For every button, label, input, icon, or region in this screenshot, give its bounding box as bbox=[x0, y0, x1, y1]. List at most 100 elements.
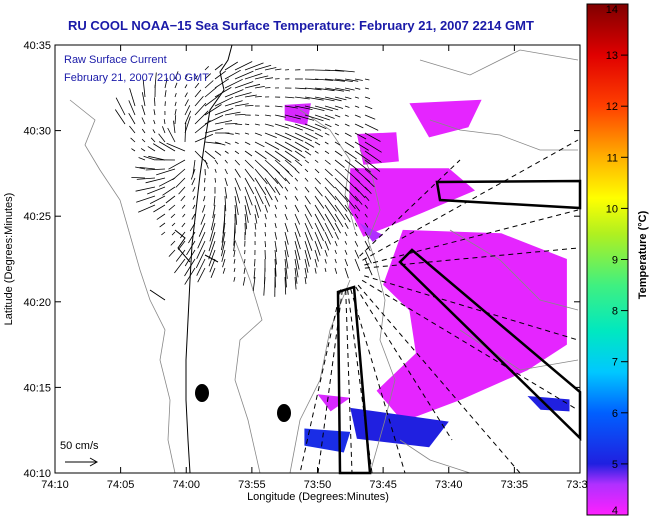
current-vector bbox=[224, 132, 234, 135]
current-vector bbox=[214, 96, 234, 107]
current-vector bbox=[324, 168, 333, 177]
current-vector bbox=[364, 204, 369, 209]
current-vector bbox=[334, 132, 339, 136]
current-vector bbox=[244, 83, 261, 89]
current-vector bbox=[166, 142, 186, 152]
current-vector bbox=[210, 267, 216, 278]
current-vector bbox=[192, 186, 196, 192]
current-vector bbox=[284, 96, 295, 99]
current-vector bbox=[204, 128, 224, 134]
current-vector bbox=[141, 128, 146, 134]
plot-area bbox=[54, 44, 582, 475]
current-vector bbox=[254, 141, 265, 148]
current-vector bbox=[214, 141, 226, 146]
current-vector bbox=[304, 123, 322, 131]
current-vector bbox=[242, 276, 246, 286]
current-vector bbox=[314, 114, 330, 121]
current-vector bbox=[184, 74, 188, 80]
current-vector bbox=[208, 231, 216, 252]
current-vector bbox=[324, 213, 336, 231]
current-vector bbox=[324, 195, 337, 212]
current-vector bbox=[233, 276, 236, 282]
current-vector bbox=[244, 195, 251, 216]
current-vector bbox=[192, 195, 196, 200]
current-vector bbox=[294, 222, 301, 238]
current-vector bbox=[364, 132, 381, 142]
current-vector bbox=[184, 258, 196, 277]
colorbar: 4 5 6 7 8 9 10 11 12 13 14 Temperature (°C) bbox=[586, 3, 649, 517]
current-vector bbox=[152, 129, 156, 134]
current-vector bbox=[194, 82, 200, 89]
current-vector bbox=[324, 114, 335, 119]
current-vector bbox=[294, 240, 301, 261]
current-vector bbox=[194, 110, 209, 125]
coastline-path bbox=[185, 44, 233, 474]
colorbar-tick-label: 5 bbox=[612, 459, 618, 471]
current-vector bbox=[364, 150, 382, 163]
x-tick-label: 73:45 bbox=[369, 479, 397, 491]
current-vector bbox=[284, 186, 289, 192]
radar-ray bbox=[364, 275, 579, 341]
current-vector bbox=[274, 123, 289, 129]
current-vector bbox=[334, 69, 355, 73]
y-tick-label: 40:15 bbox=[23, 382, 51, 394]
current-vector bbox=[284, 276, 287, 295]
current-vector bbox=[158, 177, 176, 187]
current-vector bbox=[334, 168, 347, 180]
current-vector bbox=[244, 132, 250, 135]
current-vector bbox=[364, 168, 378, 180]
current-vector bbox=[192, 204, 196, 210]
current-vector bbox=[344, 204, 354, 216]
current-vector bbox=[136, 195, 156, 203]
sst-patch bbox=[284, 103, 311, 126]
depth-contour bbox=[299, 109, 356, 231]
current-vector bbox=[344, 123, 350, 127]
colorbar-label: Temperature (°C) bbox=[637, 210, 649, 299]
current-vector bbox=[254, 168, 268, 185]
current-vector bbox=[324, 240, 330, 251]
current-vector bbox=[234, 70, 254, 80]
current-vector bbox=[324, 267, 327, 272]
current-vector bbox=[364, 159, 381, 172]
current-vector bbox=[190, 168, 196, 180]
current-vector bbox=[274, 231, 277, 240]
current-vector bbox=[191, 177, 196, 186]
current-vector bbox=[208, 249, 216, 267]
current-vector bbox=[314, 123, 327, 130]
current-vector bbox=[274, 249, 277, 265]
current-vector bbox=[174, 109, 177, 116]
x-tick-label: 74:05 bbox=[107, 479, 135, 491]
current-vector bbox=[210, 213, 216, 231]
current-vector bbox=[244, 204, 249, 223]
colorbar-tick-label: 9 bbox=[612, 255, 618, 267]
current-vector bbox=[344, 159, 359, 172]
current-vector bbox=[344, 114, 349, 117]
radar-ray bbox=[364, 209, 579, 266]
current-vector bbox=[334, 249, 337, 255]
current-vector bbox=[274, 240, 278, 252]
radar-ray bbox=[299, 289, 342, 474]
current-vector bbox=[143, 155, 156, 161]
current-vector bbox=[334, 123, 339, 127]
current-vector bbox=[284, 141, 303, 152]
sst-patch bbox=[317, 394, 351, 412]
current-vector bbox=[234, 141, 239, 144]
current-vector bbox=[244, 105, 254, 107]
current-vector bbox=[195, 249, 206, 269]
current-vector bbox=[234, 61, 253, 71]
current-vector bbox=[354, 204, 361, 212]
current-vector bbox=[274, 150, 292, 163]
current-vector bbox=[364, 141, 382, 153]
current-vector bbox=[284, 204, 288, 210]
colorbar-tick-label: 7 bbox=[612, 357, 618, 369]
current-vector bbox=[233, 249, 236, 257]
current-vector bbox=[344, 132, 352, 137]
current-vector bbox=[254, 123, 260, 126]
current-vector bbox=[284, 114, 301, 120]
current-vector bbox=[254, 258, 256, 267]
current-vector bbox=[198, 222, 206, 237]
current-vector bbox=[264, 114, 272, 117]
current-vector bbox=[177, 240, 186, 250]
current-vector bbox=[158, 133, 166, 143]
